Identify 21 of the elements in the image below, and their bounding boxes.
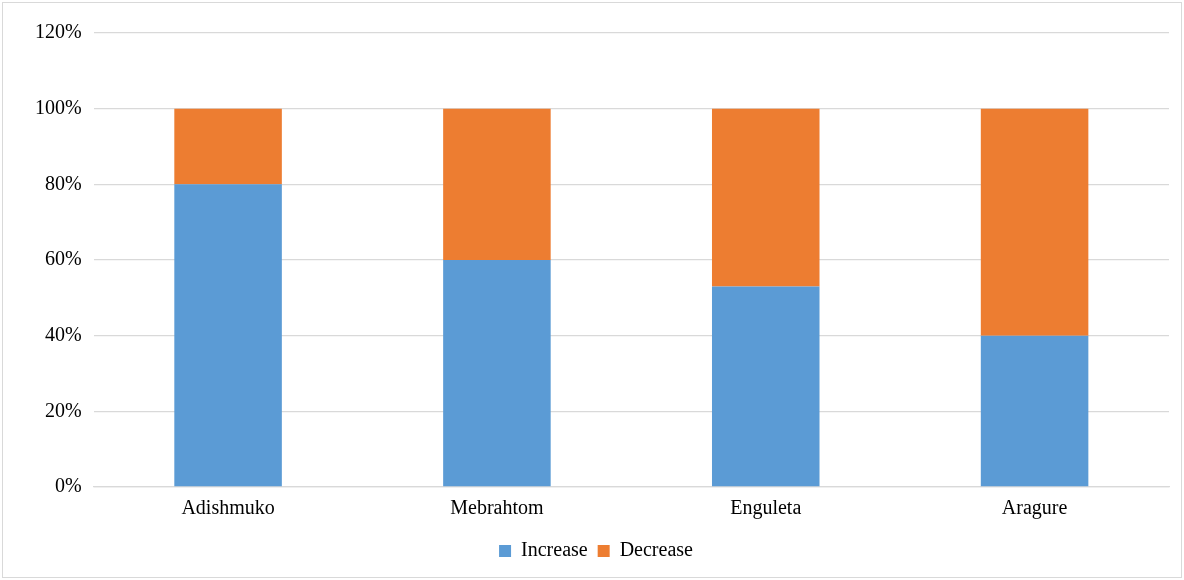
bar [711,108,820,287]
bar [443,260,551,487]
y-tick-label: 80% [44,171,82,194]
y-tick-label: 100% [34,95,82,118]
bar [980,335,1089,487]
bar [174,108,282,185]
x-tick-label: Adishmuko [181,496,275,519]
x-tick-label: Mebrahtom [450,496,545,519]
bar [711,286,820,487]
y-tick-label: 40% [44,322,82,345]
bar [980,108,1089,336]
y-tick-label: 20% [44,398,82,421]
bar [174,184,282,487]
y-tick-label: 120% [34,20,82,43]
bar [443,108,551,260]
legend-label: Decrease [619,538,694,561]
x-tick-label: Aragure [1001,496,1068,520]
legend-label: Increase [521,538,588,561]
y-tick-label: 60% [44,247,82,270]
y-tick-label: 0% [54,474,82,497]
x-tick-label: Enguleta [730,496,802,520]
